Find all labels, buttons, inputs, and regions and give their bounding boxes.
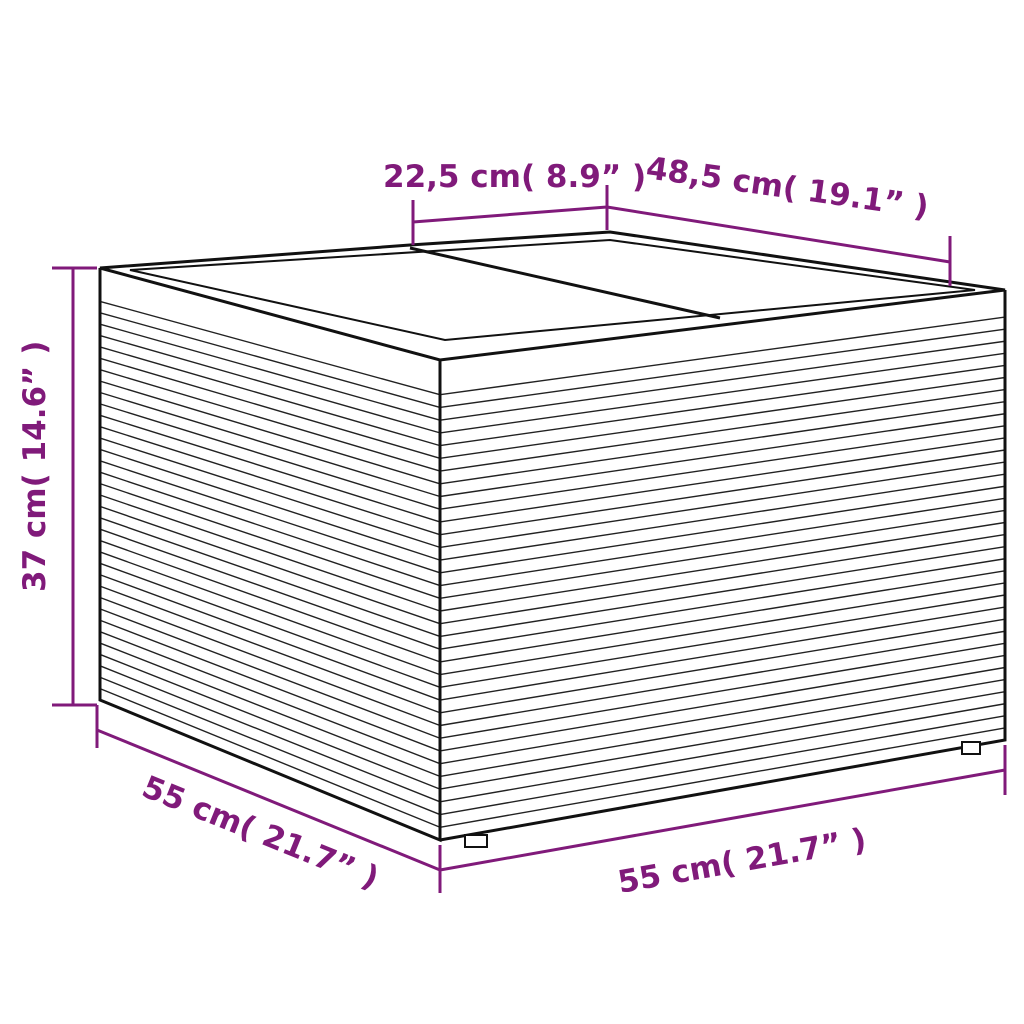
wicker-strand [439,437,1006,523]
wicker-strand [99,369,441,472]
wicker-strand [99,528,441,650]
wicker-left-face [99,300,441,828]
wicker-strand [99,517,441,638]
rattan-side-table [98,230,1007,848]
wicker-strand [439,630,1006,727]
wicker-strand [99,642,441,778]
wicker-strand [99,403,441,510]
wicker-strand [99,460,441,574]
wicker-strand [439,715,1006,816]
wicker-strand [439,690,1006,790]
dimension-height: 37 cm( 14.6” ) [17,266,97,707]
glass-top-inner [129,238,976,342]
wicker-strand [439,328,1006,409]
label-top-depth: 48,5 cm( 19.1” ) [644,150,931,225]
wicker-strand [439,340,1006,421]
wicker-strand [439,425,1006,510]
wicker-strand [439,485,1006,574]
wicker-strand [99,551,441,676]
foot-right [961,741,981,755]
wicker-strand [99,312,441,409]
wicker-strand [99,323,441,421]
wicker-strand [99,414,441,523]
wicker-strand [439,642,1006,739]
wicker-strand [439,509,1006,599]
wicker-strand [99,471,441,587]
wicker-strand [99,539,441,663]
wicker-strand [439,582,1006,676]
wicker-strand [99,619,441,752]
wicker-strand [99,562,441,688]
wicker-strand [439,316,1006,396]
wicker-strand [439,521,1006,612]
wicker-strand [439,449,1006,536]
wicker-strand [99,300,441,396]
wicker-strand [99,346,441,447]
wicker-strand [439,545,1006,638]
wicker-strand [99,494,441,612]
dimension-top-depth: 48,5 cm( 19.1” ) [606,150,952,286]
right-face-outline [439,290,1007,842]
wicker-strand [99,631,441,765]
foot-front [464,834,488,848]
wicker-strand [99,380,441,485]
wicker-strand [99,653,441,790]
wicker-strand [439,473,1006,561]
wicker-strand [439,703,1006,803]
wicker-strand [99,357,441,460]
wicker-strand [439,364,1006,447]
label-top-lid-width: 22,5 cm( 8.9” ) [383,159,646,195]
table-top-outline [99,230,1006,362]
wicker-strand [439,461,1006,549]
wicker-strand [99,505,441,625]
wicker-strand [99,676,441,816]
wicker-strand [99,574,441,701]
wicker-strand [99,448,441,561]
dimension-top-lid-width: 22,5 cm( 8.9” ) [383,159,646,245]
wicker-strand [439,352,1006,434]
wicker-strand [439,497,1006,587]
wicker-strand [439,594,1006,689]
wicker-strand [439,606,1006,701]
wicker-strand [439,570,1006,663]
wicker-strand [99,482,441,599]
wicker-strand [439,727,1006,828]
wicker-strand [99,687,441,828]
wicker-strand [439,666,1006,765]
wicker-strand [439,678,1006,778]
wicker-strand [439,558,1006,650]
lid-divider [409,246,721,320]
wicker-strand [99,665,441,803]
wicker-strand [439,533,1006,625]
left-face-outline [98,268,442,843]
dimension-front-width: 55 cm( 21.7” ) [439,745,1007,901]
wicker-strand [439,413,1006,498]
wicker-strand [99,334,441,434]
wicker-strand [439,400,1006,485]
wicker-strand [99,437,441,549]
wicker-strand [439,388,1006,472]
wicker-strand [99,585,441,714]
wicker-strand [99,425,441,536]
wicker-strand [99,608,441,739]
label-height: 37 cm( 14.6” ) [17,341,53,592]
wicker-strand [439,376,1006,460]
wicker-strand [99,596,441,727]
wicker-right-face [439,316,1006,828]
wicker-strand [99,391,441,498]
wicker-strand [439,654,1006,752]
wicker-strand [439,618,1006,714]
